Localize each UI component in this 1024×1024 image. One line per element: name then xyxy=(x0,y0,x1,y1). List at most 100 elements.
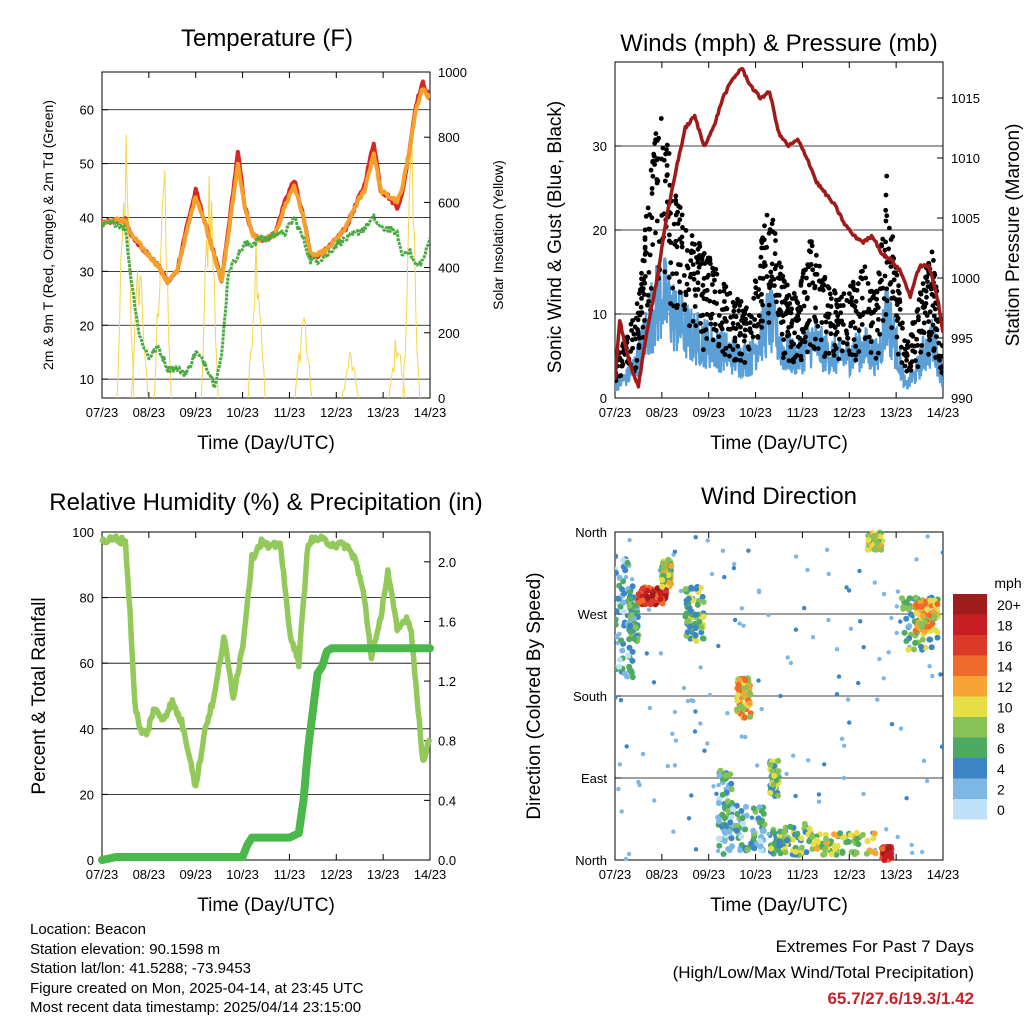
gust-point xyxy=(617,373,622,379)
gust-point xyxy=(839,348,845,354)
gust-point xyxy=(848,283,853,289)
gust-point xyxy=(894,334,900,340)
y-tick-label: 60 xyxy=(80,656,94,671)
gust-point xyxy=(803,334,808,340)
gust-point xyxy=(925,284,931,289)
gust-point xyxy=(681,303,687,308)
gust-point xyxy=(642,252,648,257)
gust-point xyxy=(814,252,819,258)
direction-point xyxy=(627,628,634,635)
gust-point xyxy=(832,290,838,296)
gust-point xyxy=(737,332,743,338)
gust-point xyxy=(755,334,761,339)
direction-point xyxy=(810,635,816,640)
direction-point xyxy=(821,851,828,857)
direction-point xyxy=(894,630,899,636)
direction-point xyxy=(627,622,634,629)
gust-point xyxy=(692,304,698,309)
gust-point xyxy=(849,295,855,300)
gust-point xyxy=(912,349,918,355)
series-9m-t xyxy=(102,87,430,285)
direction-point xyxy=(619,647,626,654)
direction-point xyxy=(816,799,822,804)
direction-point xyxy=(728,780,735,787)
gust-point xyxy=(712,277,717,283)
gust-point xyxy=(711,326,717,332)
gust-point xyxy=(890,289,896,295)
direction-point xyxy=(715,848,721,854)
direction-point xyxy=(863,850,870,857)
direction-point xyxy=(926,636,933,643)
gust-point xyxy=(798,357,804,363)
direction-point xyxy=(739,815,746,822)
y2-tick-label: 1010 xyxy=(951,151,980,166)
gust-point xyxy=(801,303,807,309)
direction-point xyxy=(627,537,632,543)
y-tick-label: 30 xyxy=(593,139,607,154)
y-tick-label: 80 xyxy=(80,591,94,606)
direction-point xyxy=(722,822,729,829)
direction-point xyxy=(671,829,676,834)
gust-point xyxy=(778,271,783,277)
gust-point xyxy=(727,353,732,359)
gust-point xyxy=(691,276,697,282)
gust-point xyxy=(646,270,652,275)
gust-point xyxy=(664,163,670,168)
direction-point xyxy=(846,588,852,593)
direction-point xyxy=(906,595,913,602)
gust-point xyxy=(694,255,699,260)
gust-point xyxy=(862,264,868,270)
direction-point xyxy=(824,547,830,552)
gust-point xyxy=(788,344,794,350)
direction-point xyxy=(659,600,666,607)
y2-tick-label: 0 xyxy=(438,391,445,406)
gust-point xyxy=(769,221,775,227)
direction-point xyxy=(859,831,866,838)
direction-point xyxy=(654,585,661,592)
direction-point xyxy=(694,601,701,608)
direction-point xyxy=(716,835,723,842)
gust-point xyxy=(869,310,874,315)
extremes-subtitle: (High/Low/Max Wind/Total Precipitation) xyxy=(672,963,974,982)
direction-point xyxy=(739,734,744,739)
gust-point xyxy=(817,286,823,292)
gust-point xyxy=(750,334,756,340)
y2-tick-label: 1000 xyxy=(951,271,980,286)
gust-point xyxy=(747,312,752,318)
direction-point xyxy=(743,803,749,810)
direction-point xyxy=(844,585,849,590)
y2-tick-label: 995 xyxy=(951,331,973,346)
gust-point xyxy=(772,266,778,272)
latlon-text: Station lat/lon: 41.5288; -73.9453 xyxy=(30,960,252,977)
gust-point xyxy=(815,323,821,329)
gust-point xyxy=(714,301,719,306)
elevation-text: Station elevation: 90.1598 m xyxy=(30,940,221,958)
gust-point xyxy=(691,249,696,255)
x-tick-label: 13/23 xyxy=(367,867,400,882)
solar-insolation-line xyxy=(116,134,135,399)
gust-point xyxy=(662,178,668,184)
x-tick-label: 10/23 xyxy=(739,867,772,882)
direction-point xyxy=(646,607,652,612)
direction-point xyxy=(722,574,727,580)
direction-point xyxy=(766,831,771,837)
gust-point xyxy=(808,249,813,255)
direction-point xyxy=(834,692,840,697)
legend-swatch xyxy=(953,799,987,820)
gust-point xyxy=(772,251,778,257)
gust-point xyxy=(887,225,892,231)
gust-point xyxy=(716,334,722,339)
gust-point xyxy=(752,278,758,284)
gust-point xyxy=(683,292,689,298)
gust-point xyxy=(756,313,762,319)
gust-point xyxy=(784,295,790,301)
direction-point xyxy=(733,802,740,809)
gust-point xyxy=(835,313,841,319)
direction-point xyxy=(872,580,877,585)
x-axis-label: Time (Day/UTC) xyxy=(710,433,848,454)
gust-point xyxy=(838,303,843,309)
direction-point xyxy=(889,615,894,621)
direction-point xyxy=(639,597,646,604)
direction-point xyxy=(889,722,895,727)
gust-point xyxy=(786,358,792,364)
